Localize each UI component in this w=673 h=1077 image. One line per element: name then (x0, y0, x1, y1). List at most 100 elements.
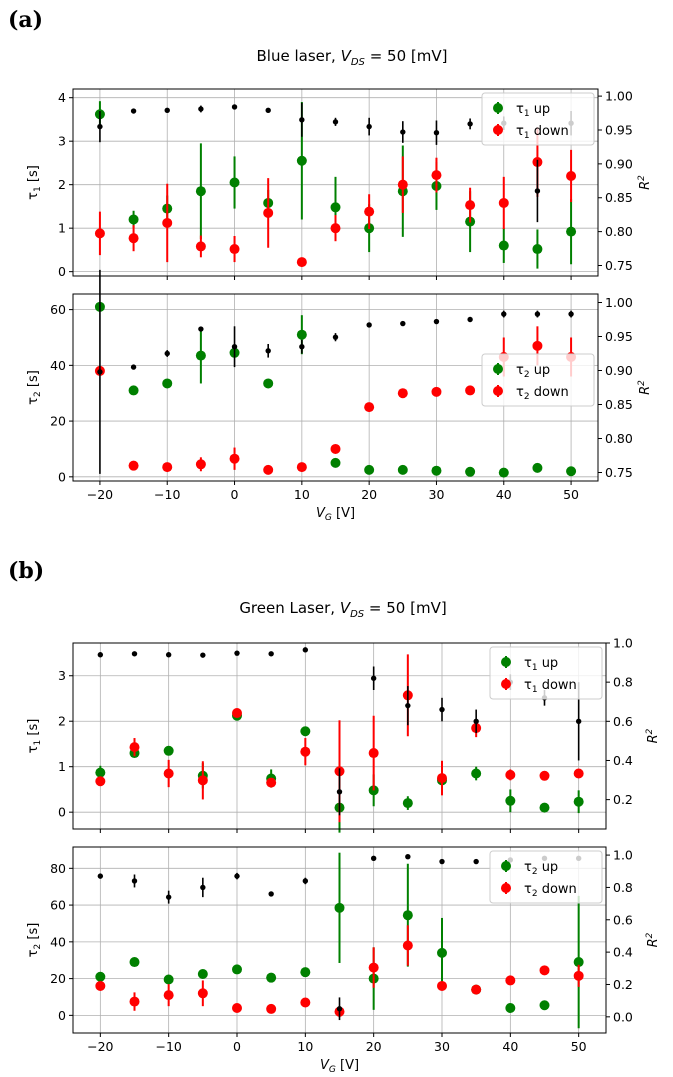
data-point (471, 768, 482, 779)
y-axis-label: τ2 [s] (26, 370, 43, 405)
y-right-tick-label: 0.95 (605, 329, 633, 344)
data-point (568, 311, 574, 317)
data-point (300, 967, 311, 978)
y-tick-label: 1 (58, 221, 66, 236)
data-point (302, 878, 309, 884)
y-right-tick-label: 0.6 (613, 714, 633, 729)
data-point (566, 226, 577, 237)
subplot-p1s1: −20 −10 0 10 20 30 40 50 0 20 40 60 80 0.0 0.2 0.4 0.6 0.… (26, 846, 661, 1075)
data-point (130, 108, 137, 114)
y-right-tick-label: 0.75 (605, 465, 633, 480)
data-point (130, 364, 137, 370)
data-point (402, 798, 413, 809)
data-point (330, 443, 341, 454)
data-point (231, 344, 238, 350)
series-r2 (97, 269, 574, 474)
y-tick-label: 60 (50, 898, 66, 913)
data-point (573, 768, 584, 779)
data-point (94, 228, 105, 239)
data-point (566, 170, 577, 181)
data-point (265, 348, 271, 354)
data-point (498, 197, 509, 208)
data-point (439, 858, 445, 865)
legend-marker (493, 364, 503, 374)
legend-label: τ1 down (516, 124, 569, 141)
data-point (95, 971, 106, 982)
x-tick-label: −10 (154, 487, 180, 502)
data-point (198, 326, 204, 332)
x-tick-label: 40 (502, 1039, 518, 1054)
legend-label: τ1 up (516, 102, 550, 119)
data-point (364, 206, 375, 217)
data-point (573, 957, 584, 968)
data-point (234, 873, 240, 879)
data-point (263, 464, 274, 475)
data-point (198, 106, 204, 112)
series-down (95, 654, 584, 823)
data-point (163, 974, 174, 985)
data-point (162, 462, 173, 473)
data-point (433, 130, 440, 136)
data-point (437, 947, 447, 958)
x-axis-label: VG [V] (320, 1058, 359, 1075)
x-axis-label: VG [V] (316, 506, 355, 523)
y-right-tick-label: 0.85 (605, 397, 633, 412)
y-right-axis-label: R2 (645, 932, 661, 947)
axes-frame (72, 642, 607, 830)
data-point (573, 796, 584, 807)
data-point (498, 467, 509, 478)
data-point (465, 466, 476, 477)
y-tick-label: 4 (58, 90, 66, 105)
data-point (370, 855, 377, 862)
x-tick-label: 10 (297, 1039, 313, 1054)
data-point (229, 453, 240, 464)
y-tick-label: 0 (58, 805, 66, 820)
data-point (364, 464, 375, 475)
data-point (95, 980, 106, 991)
data-point (95, 776, 106, 787)
legend-label: τ1 down (524, 678, 577, 695)
data-point (265, 107, 271, 114)
y-right-tick-label: 0.4 (613, 945, 633, 960)
data-point (532, 340, 543, 351)
data-point (129, 957, 140, 968)
data-point (437, 773, 447, 784)
x-tick-label: −20 (87, 1039, 113, 1054)
y-axis-label: τ1 [s] (26, 719, 43, 754)
data-point (263, 378, 274, 389)
y-right-tick-label: 0.80 (605, 431, 633, 446)
y-right-tick-label: 1.0 (613, 848, 633, 863)
legend-box (489, 646, 603, 700)
data-point (534, 311, 541, 317)
series-up (95, 852, 584, 1029)
y-right-tick-label: 0.95 (605, 122, 633, 137)
data-point (473, 858, 479, 865)
data-point (336, 789, 343, 795)
data-point (465, 200, 476, 211)
y-tick-label: 60 (50, 302, 66, 317)
axes-frame (72, 88, 599, 277)
axes-frame (72, 293, 599, 482)
data-point (300, 726, 311, 737)
data-point (334, 902, 345, 913)
data-point (163, 768, 174, 779)
data-point (162, 378, 173, 389)
data-point (296, 329, 307, 340)
y-right-tick-label: 0.80 (605, 224, 633, 239)
subplot-p0s0: 0 1 2 3 4 0.75 0.80 0.85 0.90 0.95 1.00 τ1 [s] R2 τ1 … (26, 88, 653, 280)
data-point (195, 350, 206, 361)
data-point (505, 975, 516, 986)
legend: τ2 up τ2 down (489, 850, 603, 904)
data-point (131, 651, 138, 657)
data-point (400, 129, 406, 135)
legend-label: τ2 up (524, 860, 558, 877)
data-point (330, 457, 341, 468)
data-point (439, 706, 445, 713)
axes-frame (72, 846, 607, 1034)
data-point (200, 652, 206, 658)
data-point (437, 980, 447, 991)
y-right-tick-label: 0.6 (613, 912, 633, 927)
data-point (397, 388, 408, 399)
y-right-tick-label: 0.4 (613, 753, 633, 768)
